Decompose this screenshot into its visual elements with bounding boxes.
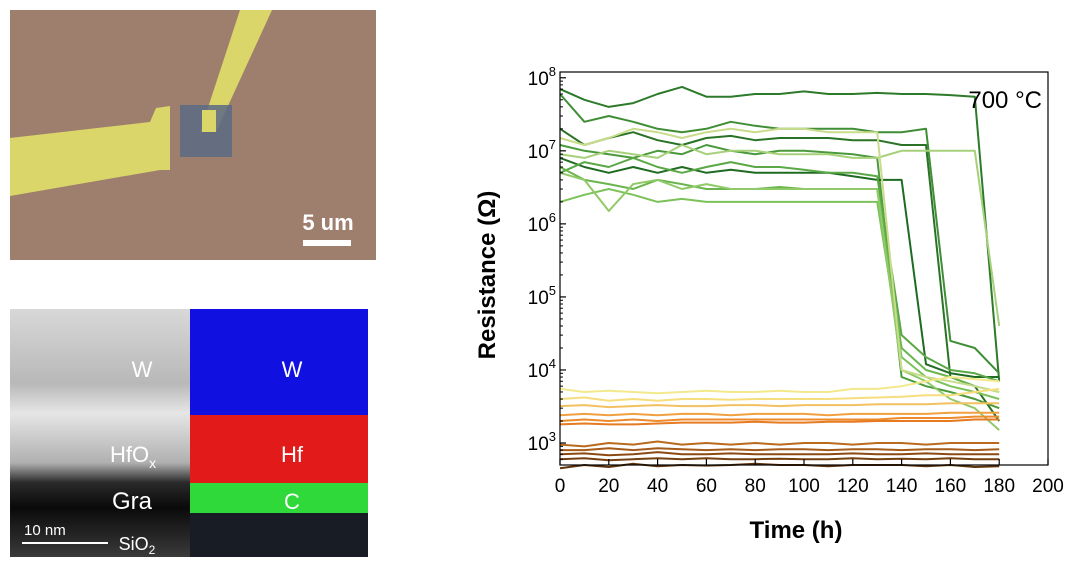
y-tick-label: 105 — [528, 283, 556, 309]
series-line-20 — [559, 451, 1000, 457]
series-line-11 — [559, 127, 1000, 393]
eds-label-w: W — [282, 357, 303, 382]
series-line-1 — [559, 85, 1001, 382]
eds-carbon-layer — [190, 483, 368, 513]
eds-label-c: C — [284, 489, 300, 514]
optical-micrograph: 5 um — [10, 10, 376, 260]
tem-label-hfox: HfOx — [110, 442, 156, 471]
tem-eds-panel: W HfOx Gra 10 nm SiO2 W Hf C — [10, 309, 368, 557]
y-tick-label: 106 — [528, 210, 556, 236]
x-tick-label: 0 — [555, 476, 566, 497]
eds-substrate-layer — [190, 513, 368, 557]
optical-contact — [202, 110, 216, 132]
series-line-17 — [559, 418, 1000, 426]
optical-electrode-right — [200, 10, 272, 132]
optical-scale-bar — [303, 240, 351, 246]
eds-hafnium-layer — [190, 415, 368, 483]
y-tick-label: 103 — [528, 429, 556, 455]
x-tick-label: 100 — [788, 476, 820, 497]
y-tick-label: 107 — [528, 137, 556, 163]
optical-scale-bar-label: 5 um — [302, 210, 353, 235]
temperature-annotation: 700 °C — [968, 87, 1042, 114]
x-tick-label: 140 — [886, 476, 918, 497]
y-axis-label: Resistance (Ω) — [474, 191, 501, 360]
series-line-13 — [559, 387, 1000, 402]
tem-label-sio2: SiO2 — [119, 534, 156, 557]
resistance-chart: 0 20 40 60 80 100 120 140 160 180 200 103 104 105 106 1… — [474, 64, 1064, 544]
x-tick-label: 20 — [598, 476, 619, 497]
series-line-18 — [559, 440, 1000, 448]
optical-electrode-left — [10, 106, 170, 196]
series-line-12 — [559, 376, 1000, 395]
series-line-19 — [560, 447, 1000, 452]
series-line-2 — [559, 93, 1000, 374]
x-tick-label: 60 — [696, 476, 717, 497]
x-axis-label: Time (h) — [750, 517, 843, 544]
y-tick-label: 108 — [528, 64, 556, 90]
series-line-10 — [559, 144, 1001, 327]
series-line-6 — [559, 156, 1000, 383]
tem-scale-bar-label: 10 nm — [24, 522, 66, 539]
x-tick-label: 80 — [745, 476, 766, 497]
series-line-15 — [559, 411, 1000, 417]
x-tick-label: 160 — [935, 476, 967, 497]
tem-label-w: W — [132, 357, 153, 382]
eds-tungsten-layer — [190, 309, 368, 415]
series-line-21 — [559, 457, 1000, 462]
x-tick-label: 200 — [1032, 476, 1064, 497]
x-tick-label: 120 — [837, 476, 869, 497]
axes: 0 20 40 60 80 100 120 140 160 180 200 103 104 105 106 1… — [528, 64, 1064, 497]
y-tick-label: 104 — [528, 356, 556, 382]
series-line-3 — [559, 127, 1001, 422]
eds-label-hf: Hf — [281, 442, 304, 467]
tem-label-gra: Gra — [112, 488, 153, 515]
series-line-16 — [559, 415, 1000, 422]
plot-lines — [559, 85, 1001, 470]
tem-scale-bar — [22, 542, 108, 544]
series-line-7 — [559, 166, 1000, 393]
x-tick-label: 180 — [983, 476, 1015, 497]
x-tick-label: 40 — [647, 476, 668, 497]
series-line-14 — [559, 402, 1000, 409]
tem-image — [10, 309, 190, 557]
series-line-5 — [559, 156, 1000, 378]
